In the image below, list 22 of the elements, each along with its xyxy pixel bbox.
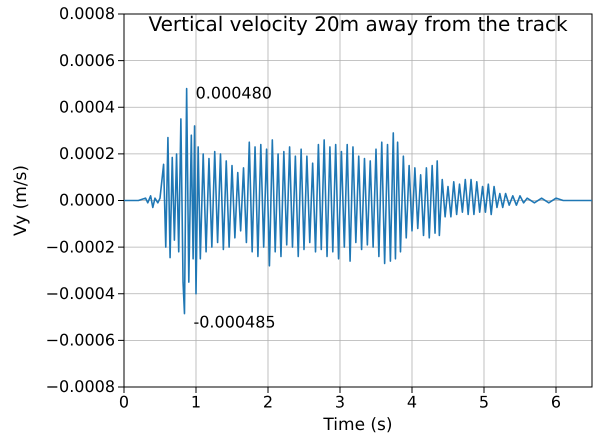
x-tick-label: 2 [262, 392, 274, 412]
line-series [123, 88, 593, 314]
annotation: -0.000485 [193, 312, 276, 332]
y-tick-label: 0.0006 [59, 50, 115, 70]
x-tick-label: 3 [334, 392, 346, 412]
x-tick-label: 5 [478, 392, 490, 412]
annotation: 0.000480 [196, 84, 272, 103]
y-axis-title: Vy (m/s) [11, 164, 31, 236]
y-tick-label: −0.0006 [46, 330, 115, 350]
x-tick-label: 0 [118, 392, 130, 412]
x-tick-label: 4 [406, 392, 418, 412]
y-tick-label: 0.0000 [59, 190, 115, 210]
y-tick-label: 0.0002 [59, 144, 115, 163]
x-axis-title: Time (s) [322, 415, 393, 435]
y-tick-label: 0.0008 [59, 4, 115, 24]
x-tick-label: 6 [550, 392, 562, 412]
chart-title: Vertical velocity 20m away from the track [148, 12, 568, 36]
x-tick-label: 1 [190, 392, 202, 412]
y-tick-label: −0.0008 [46, 377, 115, 396]
y-tick-label: −0.0004 [46, 284, 115, 303]
y-tick-label: 0.0004 [59, 97, 115, 116]
y-tick-label: −0.0002 [46, 237, 115, 256]
